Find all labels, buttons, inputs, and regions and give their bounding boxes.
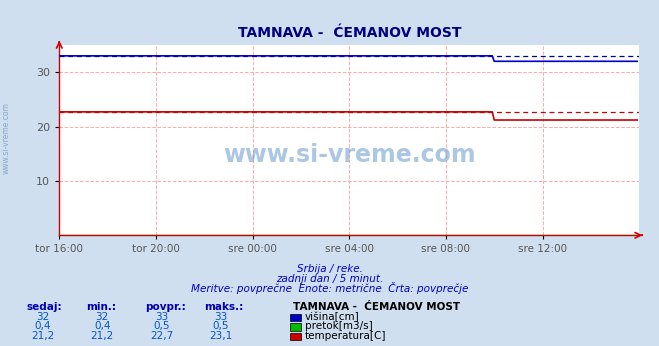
Text: www.si-vreme.com: www.si-vreme.com (223, 143, 476, 167)
Text: 33: 33 (214, 312, 227, 322)
Text: 0,4: 0,4 (34, 321, 51, 331)
Text: 32: 32 (96, 312, 109, 322)
Text: sedaj:: sedaj: (26, 302, 62, 312)
Text: maks.:: maks.: (204, 302, 244, 312)
Text: 21,2: 21,2 (31, 331, 55, 341)
Text: temperatura[C]: temperatura[C] (305, 331, 387, 341)
Text: 33: 33 (155, 312, 168, 322)
Text: 23,1: 23,1 (209, 331, 233, 341)
Text: Srbija / reke.: Srbija / reke. (297, 264, 362, 274)
Text: zadnji dan / 5 minut.: zadnji dan / 5 minut. (276, 274, 383, 284)
Text: www.si-vreme.com: www.si-vreme.com (2, 102, 11, 174)
Text: pretok[m3/s]: pretok[m3/s] (305, 321, 373, 331)
Title: TAMNAVA -  ĆEMANOV MOST: TAMNAVA - ĆEMANOV MOST (237, 26, 461, 40)
Text: višina[cm]: višina[cm] (305, 312, 360, 322)
Text: TAMNAVA -  ĆEMANOV MOST: TAMNAVA - ĆEMANOV MOST (293, 302, 461, 312)
Text: min.:: min.: (86, 302, 116, 312)
Text: 0,5: 0,5 (153, 321, 170, 331)
Text: 22,7: 22,7 (150, 331, 173, 341)
Text: 32: 32 (36, 312, 49, 322)
Text: povpr.:: povpr.: (145, 302, 186, 312)
Text: 0,5: 0,5 (212, 321, 229, 331)
Text: 21,2: 21,2 (90, 331, 114, 341)
Text: 0,4: 0,4 (94, 321, 111, 331)
Text: Meritve: povprečne  Enote: metrične  Črta: povprečje: Meritve: povprečne Enote: metrične Črta:… (191, 282, 468, 294)
